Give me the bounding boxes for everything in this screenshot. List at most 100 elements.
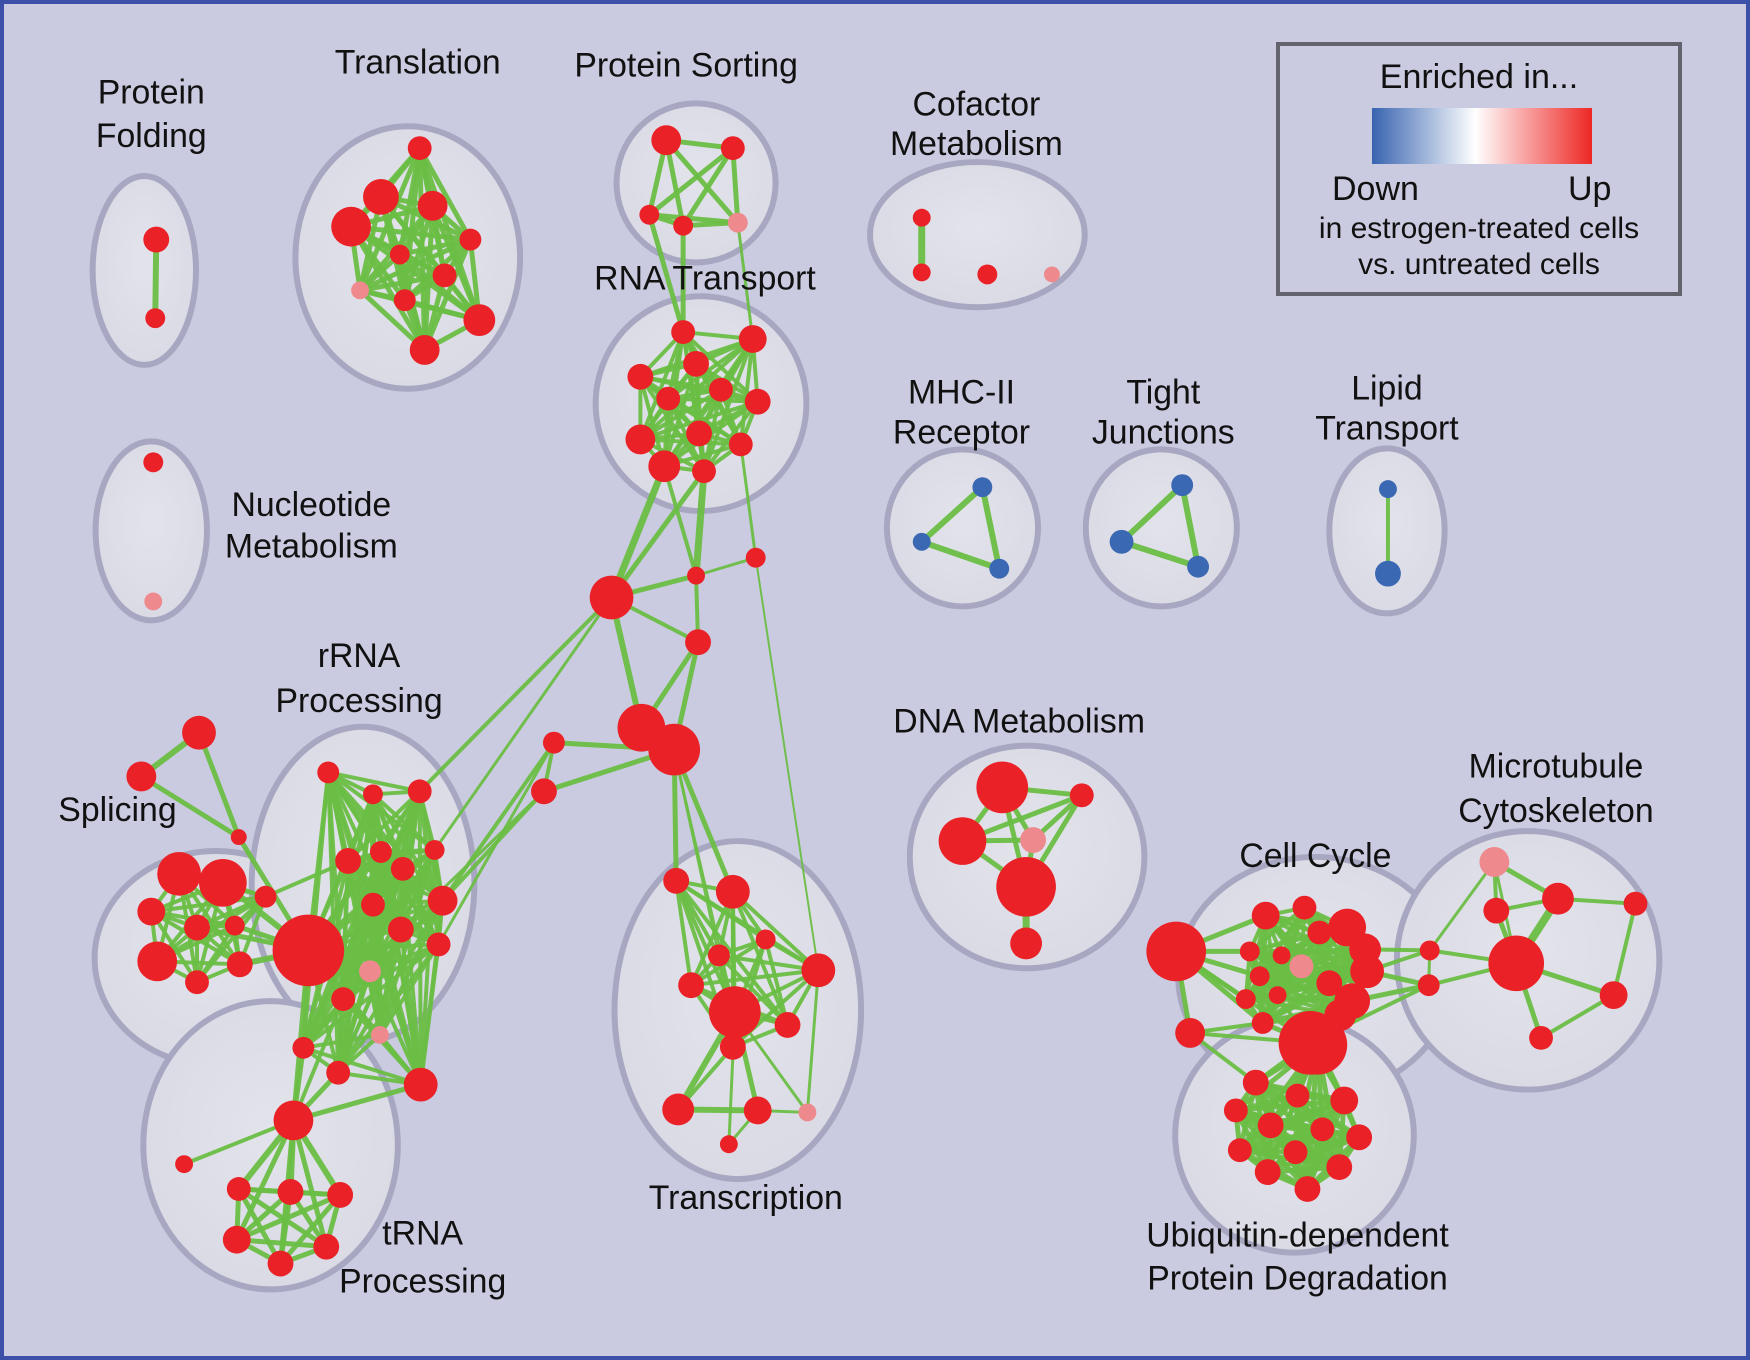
node-rna-transport-2 (683, 350, 709, 377)
edge-rrna-processing (346, 858, 423, 1087)
node-microtubule-cytoskeleton-4 (1419, 940, 1440, 961)
node-trna-processing-0 (273, 1100, 314, 1141)
node-rna-transport-5 (656, 386, 681, 411)
node-cell-cycle-5 (1239, 941, 1260, 962)
cluster-ellipse-nucleotide-metabolism (92, 438, 210, 624)
node-rrna-processing-13 (331, 987, 356, 1012)
edge-rrna-processing (336, 969, 372, 1075)
node-translation-1 (363, 178, 399, 215)
node-tight-junctions-1 (1109, 529, 1134, 554)
edge-ubiquitin-degradation (1265, 1134, 1362, 1175)
node-translation-6 (432, 263, 457, 288)
node-translation-2 (417, 190, 448, 221)
edge-cell-cycle (1260, 969, 1370, 1025)
edge-rrna-processing (400, 866, 441, 947)
edge-rna-transport (702, 399, 760, 474)
node-trna-processing-6 (313, 1233, 340, 1260)
node-lipid-transport-0 (1379, 480, 1397, 499)
node-mhc-ii-receptor-1 (912, 532, 931, 551)
node-transcription-7 (774, 1012, 801, 1038)
edge-mhc-ii-receptor (918, 538, 1003, 572)
node-microtubule-cytoskeleton-1 (1542, 882, 1574, 915)
edge-transcription (805, 968, 820, 1114)
edge-transcription (689, 968, 821, 988)
node-translation-5 (389, 244, 410, 265)
node-ubiquitin-degradation-3 (1330, 1086, 1359, 1115)
node-cell-cycle-16 (1146, 921, 1207, 982)
edge-rrna-processing (336, 927, 403, 1075)
node-ubiquitin-degradation-1 (1242, 1069, 1269, 1096)
node-connector-hubs-2 (685, 629, 711, 656)
edge-protein-sorting (730, 145, 741, 226)
node-splicing-0 (157, 851, 201, 896)
node-ubiquitin-degradation-5 (1257, 1112, 1284, 1139)
edge-tight-junctions (1179, 482, 1202, 570)
cluster-label-cofactor-metabolism: Cofactor (913, 85, 1041, 123)
cluster-label-cell-cycle: Cell Cycle (1239, 837, 1391, 875)
node-dna-metabolism-4 (996, 856, 1056, 917)
edge-rrna-processing (418, 942, 441, 1087)
node-dna-metabolism-1 (1069, 783, 1094, 808)
node-nucleotide-metabolism-0 (143, 452, 164, 473)
cluster-ellipse-mhc-ii-receptor (883, 446, 1042, 610)
node-rrna-processing-1 (363, 784, 383, 805)
edge-translation (357, 272, 448, 293)
node-nucleotide-metabolism-1 (144, 592, 163, 611)
node-mhc-ii-receptor-2 (989, 558, 1010, 579)
node-dna-metabolism-3 (1020, 827, 1046, 853)
node-rna-transport-9 (728, 432, 753, 457)
legend-caption-line1: in estrogen-treated cells (1318, 212, 1640, 245)
cluster-label-rna-transport: RNA Transport (594, 259, 816, 297)
node-rna-transport-11 (692, 459, 716, 484)
cluster-label-nucleotide-metabolism: Metabolism (225, 528, 398, 566)
node-rrna-processing-6 (424, 840, 445, 860)
node-protein-sorting-3 (673, 215, 694, 236)
node-ubiquitin-degradation-7 (1346, 1124, 1373, 1151)
cluster-ellipse-cofactor-metabolism (867, 159, 1088, 311)
cluster-label-protein-sorting: Protein Sorting (574, 47, 798, 85)
edge-translation (397, 237, 473, 258)
node-rna-transport-4 (708, 377, 733, 402)
node-cell-cycle-1 (1292, 895, 1317, 920)
node-microtubule-cytoskeleton-8 (1529, 1025, 1553, 1050)
edge-trna-processing (234, 1117, 296, 1243)
node-splicing-6 (185, 970, 209, 995)
link-connector-hubs--rrna-processing (433, 595, 614, 852)
cluster-label-ubiquitin-degradation: Ubiquitin-dependent (1146, 1217, 1449, 1255)
node-protein-sorting-0 (651, 125, 682, 156)
node-cofactor-metabolism-2 (977, 264, 998, 285)
edge-rrna-processing (368, 969, 423, 1087)
legend-up-label: Up (1568, 170, 1612, 208)
node-splicing-7 (226, 951, 253, 978)
node-protein-sorting-1 (720, 136, 745, 161)
node-connector-hubs-0 (687, 566, 706, 585)
node-microtubule-cytoskeleton-5 (1417, 974, 1440, 997)
legend-box: Enriched in... Down Up in estrogen-treat… (1276, 42, 1682, 296)
node-splicing-2 (137, 897, 166, 926)
link-protein-sorting--rna-transport (646, 212, 686, 335)
node-lipid-transport-1 (1375, 560, 1401, 587)
node-ubiquitin-degradation-2 (1285, 1083, 1310, 1108)
node-cell-cycle-9 (1316, 970, 1343, 997)
node-cell-cycle-13 (1251, 1012, 1274, 1034)
node-cell-cycle-11 (1235, 989, 1256, 1010)
edge-rna-transport (666, 396, 760, 404)
node-translation-3 (331, 206, 371, 247)
cluster-label-microtubule-cytoskeleton: Microtubule (1469, 747, 1644, 785)
edge-ubiquitin-degradation (1233, 1098, 1347, 1113)
node-transcription-1 (715, 874, 750, 909)
link-rrna-processing--trna-processing (291, 997, 346, 1123)
node-connector-hubs-7 (745, 547, 766, 568)
node-transcription-11 (798, 1103, 817, 1122)
node-tight-junctions-0 (1171, 474, 1194, 497)
node-ubiquitin-degradation-9 (1283, 1140, 1308, 1165)
node-trna-processing-3 (277, 1179, 304, 1205)
edge-protein-folding (152, 236, 160, 322)
link-connector-hubs--rrna-processing (440, 740, 556, 903)
link-splicing--rrna-processing (263, 858, 351, 899)
edge-tight-junctions (1118, 538, 1202, 570)
node-transcription-10 (743, 1096, 772, 1125)
legend-title: Enriched in... (1379, 58, 1579, 96)
node-splicing-3 (184, 914, 210, 941)
cluster-label-translation: Translation (335, 44, 501, 82)
